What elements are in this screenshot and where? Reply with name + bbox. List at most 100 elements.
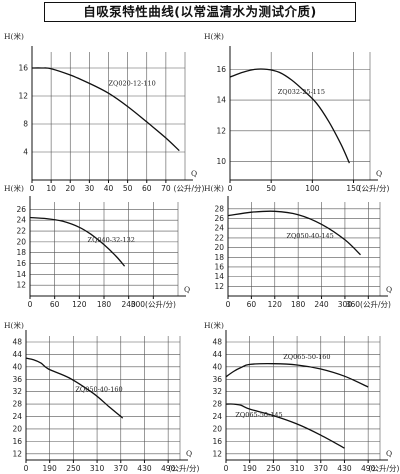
- x-axis-letter: Q: [191, 169, 197, 178]
- x-tick-label: 50: [266, 184, 276, 193]
- chart-title: 自吸泵特性曲线(以常温清水为测试介质): [44, 2, 356, 22]
- y-tick-label: 18: [214, 253, 224, 262]
- x-tick-label: 190: [243, 464, 258, 473]
- y-tick-label: 16: [12, 437, 22, 446]
- x-axis-letter: Q: [376, 169, 382, 178]
- y-tick-label: 36: [212, 375, 222, 384]
- x-tick-label: 310: [290, 464, 305, 473]
- y-tick-label: 48: [12, 338, 22, 347]
- x-tick-label: 250: [266, 464, 281, 473]
- y-tick-label: 4: [23, 148, 28, 157]
- y-tick-label: 12: [212, 449, 222, 458]
- x-tick-label: 490: [161, 464, 176, 473]
- y-tick-label: 20: [16, 237, 26, 246]
- y-tick-label: 48: [212, 338, 222, 347]
- y-tick-label: 26: [16, 205, 26, 214]
- y-axis-label: H(米): [4, 320, 24, 330]
- y-tick-label: 8: [23, 120, 28, 129]
- chart-panel-1: 0 10 20 30 40 50 60 70 4 8 12 16 H(米) Q (公升/分) ZQ020-12…: [4, 31, 205, 193]
- y-tick-label: 12: [214, 282, 224, 291]
- y-tick-label: 14: [214, 272, 224, 281]
- y-tick-label: 40: [12, 362, 22, 371]
- y-tick-label: 26: [214, 214, 224, 223]
- x-tick-label: 120: [268, 300, 283, 309]
- y-tick-label: 44: [12, 350, 22, 359]
- x-tick-label: 120: [72, 300, 87, 309]
- curve-zq050-40-145: [227, 210, 361, 256]
- x-axis-unit: (公升/分): [359, 184, 390, 193]
- y-tick-label: 16: [212, 437, 222, 446]
- x-axis-letter: Q: [386, 449, 392, 458]
- x-tick-label: 370: [114, 464, 129, 473]
- y-tick-label: 20: [212, 424, 222, 433]
- x-tick-label: 40: [104, 184, 114, 193]
- y-tick-label: 24: [212, 412, 222, 421]
- x-tick-label: 0: [224, 464, 229, 473]
- y-tick-label: 12: [216, 126, 226, 135]
- curve-zq050-40-160: [25, 357, 124, 419]
- x-tick-label: 430: [337, 464, 352, 473]
- x-tick-label: 490: [361, 464, 376, 473]
- y-axis-label: H(米): [204, 320, 224, 330]
- x-tick-label: 300: [338, 300, 353, 309]
- x-tick-label: 60: [50, 300, 60, 309]
- x-tick-label: 0: [24, 464, 29, 473]
- curve-zq065-50-145: [225, 403, 345, 449]
- x-tick-label: 370: [314, 464, 329, 473]
- y-tick-label: 12: [18, 92, 28, 101]
- x-tick-label: 0: [226, 300, 231, 309]
- x-tick-label: 70: [161, 184, 171, 193]
- y-tick-label: 18: [16, 248, 26, 257]
- y-tick-label: 22: [214, 233, 224, 242]
- chart-panel-5: 0 190 250 310 370 430 490 12 16 20 24 28 32 36 40 44 48 H…: [4, 320, 200, 473]
- curve-label: ZQ065-50-145: [235, 411, 282, 419]
- y-tick-label: 32: [12, 387, 22, 396]
- y-axis-label: H(米): [204, 31, 224, 41]
- y-tick-label: 40: [212, 362, 222, 371]
- y-tick-label: 16: [16, 259, 26, 268]
- x-tick-label: 300(公升/分): [131, 300, 176, 309]
- y-tick-label: 28: [214, 204, 224, 213]
- curve-zq065-50-160: [225, 363, 369, 388]
- y-tick-label: 24: [214, 224, 224, 233]
- y-tick-label: 12: [16, 281, 26, 290]
- x-tick-label: 180: [97, 300, 112, 309]
- chart-panel-6: 0 190 250 310 370 430 490 12 16 20 24 28 32 36 40 44 48 H…: [204, 320, 400, 473]
- y-tick-label: 14: [216, 96, 226, 105]
- x-tick-label: 0: [228, 184, 233, 193]
- x-axis-unit: (公升/分): [169, 464, 200, 473]
- y-tick-label: 16: [18, 64, 28, 73]
- x-tick-label: 310: [90, 464, 105, 473]
- x-tick-label: 150: [346, 184, 361, 193]
- curve-label: ZQ050-40-145: [286, 232, 333, 240]
- x-tick-label: 240: [314, 300, 329, 309]
- curve-label: ZQ065-50-160: [283, 353, 330, 361]
- y-tick-label: 16: [214, 262, 224, 271]
- x-axis-unit: (公升/分): [369, 464, 400, 473]
- x-tick-label: 20: [65, 184, 75, 193]
- x-axis-letter: Q: [186, 449, 192, 458]
- chart-panel-2: 0 50 100 150 10 12 14 16 H(米) Q (公升/分) ZQ032-25-115: [204, 31, 390, 193]
- x-tick-label: 0: [28, 300, 33, 309]
- x-tick-label: 10: [46, 184, 56, 193]
- x-tick-label: 100: [305, 184, 320, 193]
- x-tick-label: 180: [291, 300, 306, 309]
- y-axis-label: H(米): [204, 183, 224, 193]
- y-tick-label: 12: [12, 449, 22, 458]
- y-tick-label: 20: [12, 424, 22, 433]
- curve-zq020-12-110: [31, 67, 180, 152]
- x-tick-label: 250: [66, 464, 81, 473]
- x-tick-label: 30: [85, 184, 95, 193]
- x-tick-label: 430: [137, 464, 152, 473]
- curve-zq032-25-115: [229, 68, 350, 164]
- y-tick-label: 24: [12, 412, 22, 421]
- y-tick-label: 10: [216, 157, 226, 166]
- chart-panel-3: 0 60 120 180 240300(公升/分)1214161820222426H(米…: [4, 183, 190, 309]
- y-tick-label: 28: [12, 400, 22, 409]
- y-tick-label: 20: [214, 243, 224, 252]
- y-tick-label: 32: [212, 387, 222, 396]
- y-tick-label: 16: [216, 65, 226, 74]
- curve-label: ZQ032-25-115: [278, 88, 325, 96]
- curve-zq040-32-132: [29, 216, 126, 267]
- y-tick-label: 44: [212, 350, 222, 359]
